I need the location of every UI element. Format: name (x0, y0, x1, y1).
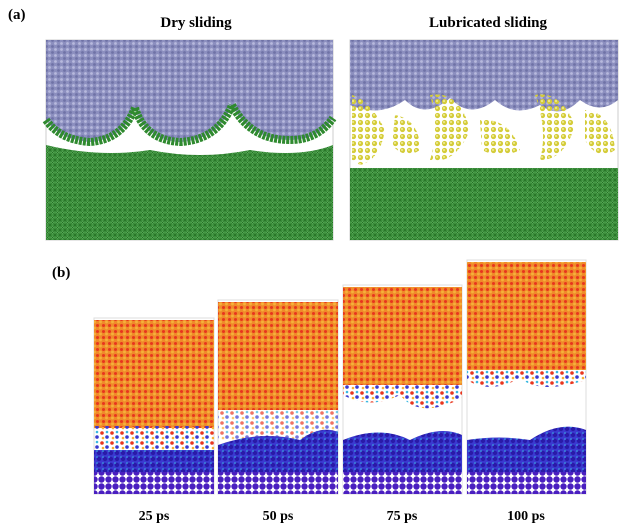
panel-label: (b) (52, 265, 70, 281)
snapshot-50ps (217, 299, 339, 495)
snapshot-100ps (466, 259, 587, 495)
snapshot-25ps (93, 317, 215, 495)
panel-label: (a) (8, 7, 26, 23)
panel-title: Dry sliding (160, 15, 232, 31)
time-label: 75 ps (387, 509, 418, 524)
snapshot-75ps (342, 284, 463, 495)
time-label: 25 ps (139, 509, 170, 524)
time-label: 100 ps (507, 509, 545, 524)
time-label: 50 ps (263, 509, 294, 524)
panel-title: Lubricated sliding (429, 15, 547, 31)
lubricated-sliding-image (349, 39, 619, 241)
dry-sliding-image (42, 39, 337, 241)
